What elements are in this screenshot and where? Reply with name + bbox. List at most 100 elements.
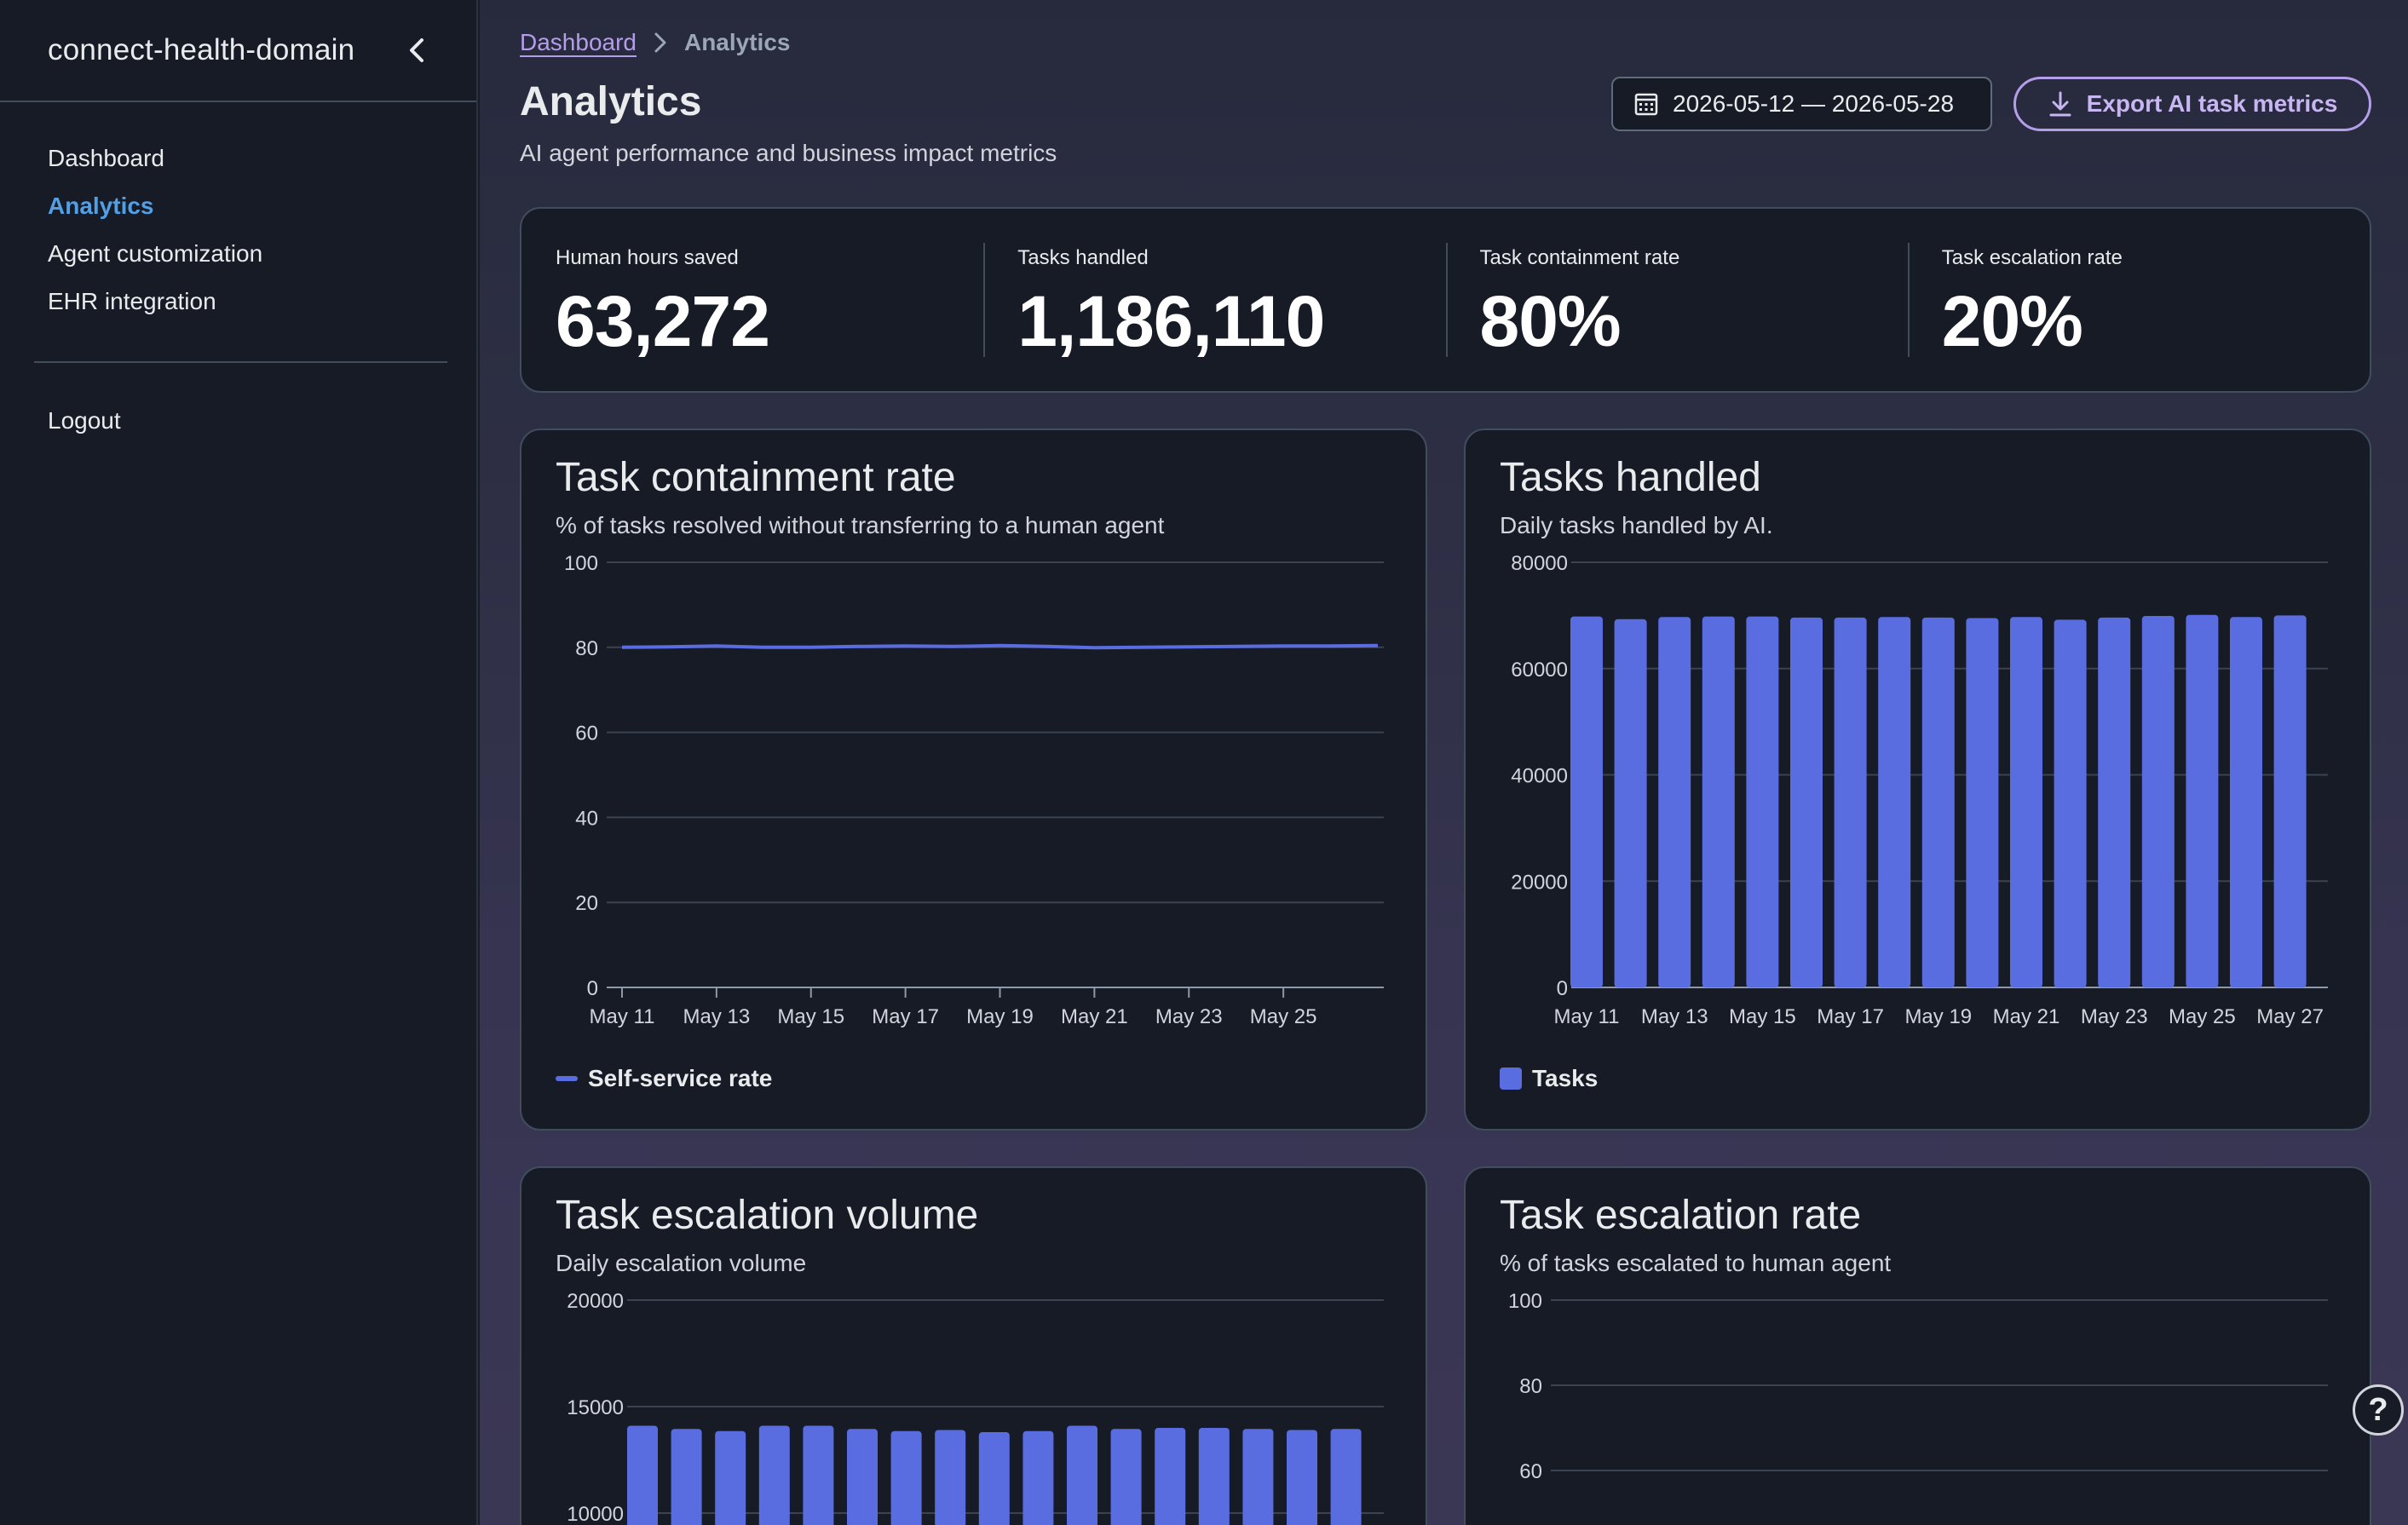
main-content: Dashboard Analytics Analytics AI agent p… <box>480 0 2408 1525</box>
x-tick-label: May 19 <box>966 1005 1034 1028</box>
chart-title: Task containment rate <box>556 455 956 500</box>
kpi-tasks-handled: Tasks handled 1,186,110 <box>983 243 1445 361</box>
x-tick-label: May 15 <box>777 1005 844 1028</box>
sidebar-item-dashboard[interactable]: Dashboard <box>48 145 164 171</box>
legend-label: Tasks <box>1532 1065 1599 1091</box>
breadcrumb: Dashboard Analytics <box>520 29 790 56</box>
kpi-value: 1,186,110 <box>1017 281 1325 361</box>
sidebar-item-agent-customization[interactable]: Agent customization <box>48 240 263 267</box>
y-tick-label: 20000 <box>567 1290 624 1313</box>
bar-escalations <box>758 1425 790 1525</box>
bar-escalations <box>890 1430 922 1525</box>
bar-escalations <box>847 1429 878 1525</box>
bar-escalations <box>935 1430 966 1525</box>
bar-tasks <box>2010 617 2042 987</box>
chart-card-tasks-handled: Tasks handled Daily tasks handled by AI.… <box>1464 429 2371 1131</box>
legend-label: Self-service rate <box>588 1065 773 1091</box>
bar-tasks <box>1790 617 1823 987</box>
sidebar-item-ehr-integration[interactable]: EHR integration <box>48 288 216 314</box>
escalation-rate-chart-svg: 60 80 100 <box>1508 1290 2328 1483</box>
bar-escalations <box>1287 1430 1317 1525</box>
sidebar-title: connect-health-domain <box>48 33 355 66</box>
chart-subtitle: Daily tasks handled by AI. <box>1500 512 1773 538</box>
bar-tasks <box>1614 619 1647 987</box>
y-tick-label: 60000 <box>1511 659 1568 682</box>
bar-tasks <box>1966 618 1999 987</box>
x-tick-label: May 19 <box>1904 1005 1972 1028</box>
collapse-sidebar-button[interactable] <box>400 33 434 67</box>
escalation-volume-chart-svg: 10000 15000 20000 <box>567 1290 1384 1525</box>
kpi-task-containment-rate: Task containment rate 80% <box>1445 243 1908 361</box>
kpi-label: Task escalation rate <box>1941 246 2123 269</box>
tasks-chart-svg: 0 20000 40000 60000 80000 May 11 May 13 May 15 M… <box>1511 552 2328 1028</box>
x-tick-label: May 17 <box>872 1005 939 1028</box>
calendar-icon <box>1634 93 1658 116</box>
chart-card-task-containment-rate: Task containment rate % of tasks resolve… <box>520 429 1427 1131</box>
y-tick-label: 0 <box>1557 977 1568 1000</box>
bar-tasks <box>2230 617 2262 987</box>
y-tick-label: 80000 <box>1511 552 1568 575</box>
bar-tasks <box>2186 614 2219 987</box>
series-line-self-service-rate <box>621 643 1379 650</box>
x-tick-label: May 21 <box>1993 1005 2060 1028</box>
x-tick-label: May 13 <box>1641 1005 1708 1028</box>
chart-subtitle: Daily escalation volume <box>556 1250 807 1276</box>
bar-escalations <box>1067 1425 1097 1525</box>
export-ai-task-metrics-button[interactable]: Export AI task metrics <box>2013 77 2371 131</box>
date-range-picker[interactable]: 2026-05-12 — 2026-05-28 <box>1611 77 1992 131</box>
bar-tasks <box>1878 617 1911 987</box>
legend-swatch <box>1500 1068 1522 1090</box>
bar-tasks <box>1570 616 1603 987</box>
x-tick-label: May 11 <box>1554 1005 1620 1028</box>
chart-subtitle: % of tasks resolved without transferring… <box>556 512 1165 538</box>
chart-legend: Self-service rate <box>556 1065 772 1092</box>
chart-title: Task escalation volume <box>556 1193 979 1238</box>
y-tick-label: 60 <box>1519 1460 1542 1483</box>
y-tick-label: 100 <box>564 552 598 575</box>
chart-legend: Tasks <box>1500 1065 1598 1092</box>
question-mark-icon: ? <box>2368 1391 2388 1428</box>
kpi-value: 63,272 <box>556 281 770 361</box>
y-tick-label: 20000 <box>1511 871 1568 894</box>
chevron-right-icon <box>654 32 667 54</box>
x-tick-label: May 23 <box>1155 1005 1223 1028</box>
bar-tasks <box>2141 615 2175 987</box>
kpi-human-hours-saved: Human hours saved 63,272 <box>521 243 983 361</box>
sidebar-divider <box>34 361 447 363</box>
bar-escalations <box>803 1425 834 1525</box>
bar-tasks <box>1702 616 1735 987</box>
sidebar-item-analytics[interactable]: Analytics <box>48 193 154 219</box>
chart-title: Task escalation rate <box>1500 1193 1862 1238</box>
legend-swatch <box>556 1076 578 1081</box>
bar-tasks <box>1921 617 1955 987</box>
x-tick-label: May 27 <box>2256 1005 2324 1028</box>
breadcrumb-current: Analytics <box>683 29 791 55</box>
x-tick-label: May 17 <box>1817 1005 1884 1028</box>
y-tick-label: 60 <box>575 722 598 745</box>
y-tick-label: 15000 <box>567 1396 624 1419</box>
page-title: Analytics <box>520 79 702 124</box>
x-tick-label: May 25 <box>2169 1005 2236 1028</box>
kpi-label: Tasks handled <box>1017 246 1149 269</box>
y-tick-label: 40000 <box>1511 765 1568 788</box>
chevron-left-icon <box>410 38 423 62</box>
y-tick-label: 80 <box>575 637 598 660</box>
breadcrumb-dashboard-link[interactable]: Dashboard <box>520 29 637 55</box>
bar-escalations <box>627 1425 658 1525</box>
bar-escalations <box>1155 1428 1186 1525</box>
help-button[interactable]: ? <box>2353 1384 2404 1436</box>
bar-tasks <box>2273 615 2307 987</box>
bar-escalations <box>1242 1429 1274 1525</box>
x-tick-label: May 25 <box>1250 1005 1317 1028</box>
bar-tasks <box>1746 616 1779 987</box>
bar-escalations <box>1023 1430 1054 1525</box>
bar-escalations <box>1110 1429 1142 1525</box>
y-tick-label: 100 <box>1508 1290 1542 1313</box>
x-tick-label: May 13 <box>683 1005 751 1028</box>
sidebar: connect-health-domain Dashboard Analytic… <box>0 0 478 1525</box>
sidebar-item-logout[interactable]: Logout <box>48 407 121 434</box>
export-label: Export AI task metrics <box>2086 90 2338 117</box>
x-tick-label: May 23 <box>2081 1005 2148 1028</box>
y-tick-label: 20 <box>575 892 598 915</box>
y-tick-label: 0 <box>587 977 598 1000</box>
